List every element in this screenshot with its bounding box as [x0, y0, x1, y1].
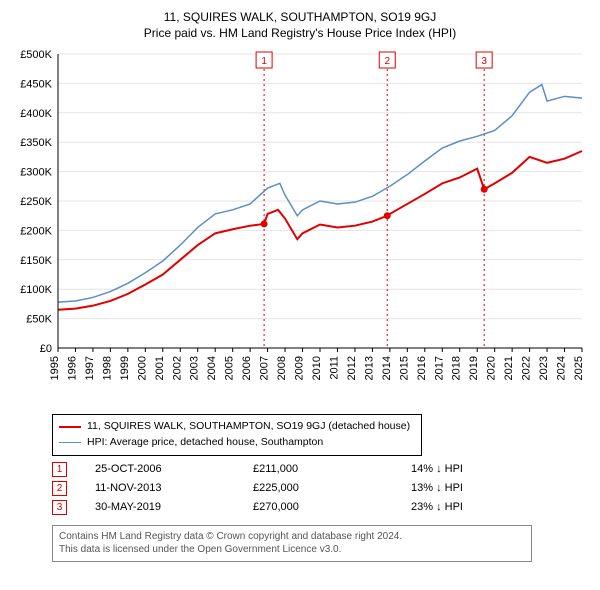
x-tick-label: 2006: [241, 356, 253, 380]
y-tick-label: £250K: [20, 196, 52, 208]
annotation-number-box: 2: [52, 481, 67, 496]
x-tick-label: 2000: [136, 356, 148, 380]
chart-title: 11, SQUIRES WALK, SOUTHAMPTON, SO19 9GJ: [10, 10, 590, 24]
x-tick-label: 2019: [468, 356, 480, 380]
x-tick-label: 2016: [416, 356, 428, 380]
x-tick-label: 2014: [381, 356, 393, 380]
x-tick-label: 2024: [556, 356, 568, 380]
legend-item: HPI: Average price, detached house, Sout…: [59, 435, 415, 451]
x-tick-label: 2001: [154, 356, 166, 380]
marker-tag-label: 3: [481, 56, 487, 67]
x-tick-label: 2011: [328, 356, 340, 380]
x-tick-label: 2017: [433, 356, 445, 380]
legend-swatch: [59, 426, 81, 428]
x-tick-label: 2013: [363, 356, 375, 380]
x-tick-label: 1995: [49, 356, 61, 380]
x-tick-label: 1996: [66, 356, 78, 380]
chart-container: 11, SQUIRES WALK, SOUTHAMPTON, SO19 9GJ …: [0, 0, 600, 572]
x-tick-label: 2021: [503, 356, 515, 380]
legend-label: HPI: Average price, detached house, Sout…: [87, 435, 323, 451]
y-tick-label: £400K: [20, 108, 52, 120]
annotation-row: 3 30-MAY-2019 £270,000 23% ↓ HPI: [52, 500, 590, 515]
footer-line: This data is licensed under the Open Gov…: [59, 543, 525, 557]
legend-item: 11, SQUIRES WALK, SOUTHAMPTON, SO19 9GJ …: [59, 419, 415, 435]
x-tick-label: 1999: [119, 356, 131, 380]
annotation-date: 11-NOV-2013: [95, 482, 225, 494]
annotation-price: £211,000: [253, 463, 383, 475]
marker-dot: [384, 212, 391, 219]
annotation-number-box: 3: [52, 500, 67, 515]
y-tick-label: £50K: [26, 314, 52, 326]
x-tick-label: 2009: [294, 356, 306, 380]
annotation-diff: 13% ↓ HPI: [411, 482, 541, 494]
x-tick-label: 2018: [451, 356, 463, 380]
footer-attribution: Contains HM Land Registry data © Crown c…: [52, 525, 532, 562]
y-tick-label: £200K: [20, 225, 52, 237]
marker-tag-label: 2: [384, 56, 390, 67]
x-tick-label: 2005: [224, 356, 236, 380]
annotation-table: 1 25-OCT-2006 £211,000 14% ↓ HPI 2 11-NOV-201…: [52, 462, 590, 515]
x-tick-label: 2008: [276, 356, 288, 380]
x-tick-label: 2020: [486, 356, 498, 380]
annotation-number-box: 1: [52, 462, 67, 477]
y-tick-label: £350K: [20, 137, 52, 149]
x-tick-label: 2023: [538, 356, 550, 380]
legend: 11, SQUIRES WALK, SOUTHAMPTON, SO19 9GJ …: [52, 414, 422, 456]
legend-swatch: [59, 442, 81, 444]
chart-subtitle: Price paid vs. HM Land Registry's House …: [10, 26, 590, 40]
y-tick-label: £300K: [20, 167, 52, 179]
x-tick-label: 2002: [171, 356, 183, 380]
y-tick-label: £0: [40, 343, 52, 355]
line-chart-svg: £0 £50K £100K £150K £200K £250K £300K £350K £400…: [10, 48, 590, 408]
marker-dot: [261, 220, 268, 227]
x-tick-label: 2010: [311, 356, 323, 380]
annotation-diff: 14% ↓ HPI: [411, 463, 541, 475]
x-tick-label: 2022: [521, 356, 533, 380]
x-tick-label: 2004: [206, 356, 218, 380]
x-tick-label: 1998: [101, 356, 113, 380]
annotation-price: £225,000: [253, 482, 383, 494]
annotation-diff: 23% ↓ HPI: [411, 501, 541, 513]
x-tick-label: 2007: [259, 356, 271, 380]
x-tick-label: 2003: [189, 356, 201, 380]
x-tick-label: 2012: [346, 356, 358, 380]
x-tick-label: 2025: [573, 356, 585, 380]
x-tick-label: 2015: [398, 356, 410, 380]
annotation-row: 1 25-OCT-2006 £211,000 14% ↓ HPI: [52, 462, 590, 477]
annotation-date: 25-OCT-2006: [95, 463, 225, 475]
footer-line: Contains HM Land Registry data © Crown c…: [59, 530, 525, 544]
marker-dot: [481, 186, 488, 193]
annotation-row: 2 11-NOV-2013 £225,000 13% ↓ HPI: [52, 481, 590, 496]
y-tick-label: £100K: [20, 284, 52, 296]
chart-plot-area: £0 £50K £100K £150K £200K £250K £300K £350K £400…: [10, 48, 590, 408]
y-tick-label: £450K: [20, 78, 52, 90]
y-tick-label: £150K: [20, 255, 52, 267]
annotation-price: £270,000: [253, 501, 383, 513]
annotation-date: 30-MAY-2019: [95, 501, 225, 513]
y-tick-label: £500K: [20, 49, 52, 61]
x-tick-label: 1997: [84, 356, 96, 380]
marker-tag-label: 1: [261, 56, 267, 67]
legend-label: 11, SQUIRES WALK, SOUTHAMPTON, SO19 9GJ …: [87, 419, 410, 435]
